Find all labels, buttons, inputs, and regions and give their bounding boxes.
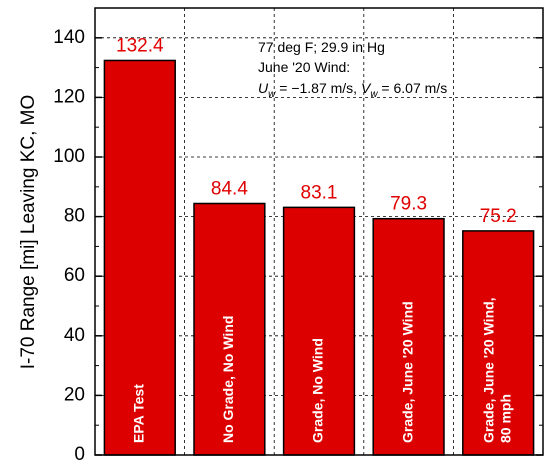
y-tick-label: 80 — [64, 206, 85, 227]
bar-value-label: 79.3 — [390, 194, 427, 215]
y-axis: 0 20 40 60 80 100 120 140 — [53, 27, 543, 465]
y-tick-label: 100 — [53, 146, 85, 167]
plot-frame — [94, 7, 544, 456]
y-tick-label: 0 — [74, 444, 85, 465]
annotation-box: 77 deg F; 29.9 in Hg June '20 Wind: Uw =… — [258, 39, 447, 100]
bar-value-label: 83.1 — [301, 182, 338, 203]
bar-value-label: 132.4 — [116, 35, 164, 56]
bar — [282, 206, 356, 456]
y-axis-label: I-70 Range [mi] Leaving KC, MO — [18, 95, 39, 370]
bar — [462, 230, 535, 456]
bar — [372, 217, 445, 456]
bar-category-label: Grade, June '20 Wind — [399, 301, 415, 443]
annotation-conditions: 77 deg F; 29.9 in Hg — [258, 39, 385, 55]
y-tick-label: 40 — [64, 325, 85, 346]
plot-border — [94, 7, 544, 456]
bar-value-label: 75.2 — [480, 206, 517, 227]
bar-value-label: 84.4 — [211, 178, 248, 199]
uw-symbol: U — [258, 80, 269, 96]
y-tick-label: 20 — [64, 384, 85, 405]
bar-category-label: Grade, No Wind — [310, 338, 326, 443]
y-tick-label: 140 — [53, 27, 85, 48]
y-tick-label: 120 — [53, 86, 85, 107]
bar-category-label: No Grade, No Wind — [220, 316, 236, 443]
bar — [103, 59, 176, 456]
uw-value: = −1.87 m/s, — [275, 80, 361, 96]
y-tick-label: 60 — [64, 265, 85, 286]
annotation-wind-title: June '20 Wind: — [258, 59, 350, 75]
vw-symbol: V — [361, 80, 372, 96]
bar — [193, 202, 266, 456]
vw-value: = 6.07 m/s — [378, 80, 448, 96]
bar-category-label: EPA Test — [131, 384, 147, 443]
bar-category-label: Grade, June '20 Wind, — [480, 297, 496, 443]
bars-group: 132.4 EPA Test 84.4 No Grade, No Wind 83.1 Gr… — [103, 35, 535, 456]
uw-subscript: w — [268, 89, 276, 100]
vw-subscript: w — [370, 89, 378, 100]
annotation-wind-values: Uw = −1.87 m/s, Vw = 6.07 m/s — [258, 80, 447, 100]
bar-category-label: 80 mph — [497, 394, 513, 443]
